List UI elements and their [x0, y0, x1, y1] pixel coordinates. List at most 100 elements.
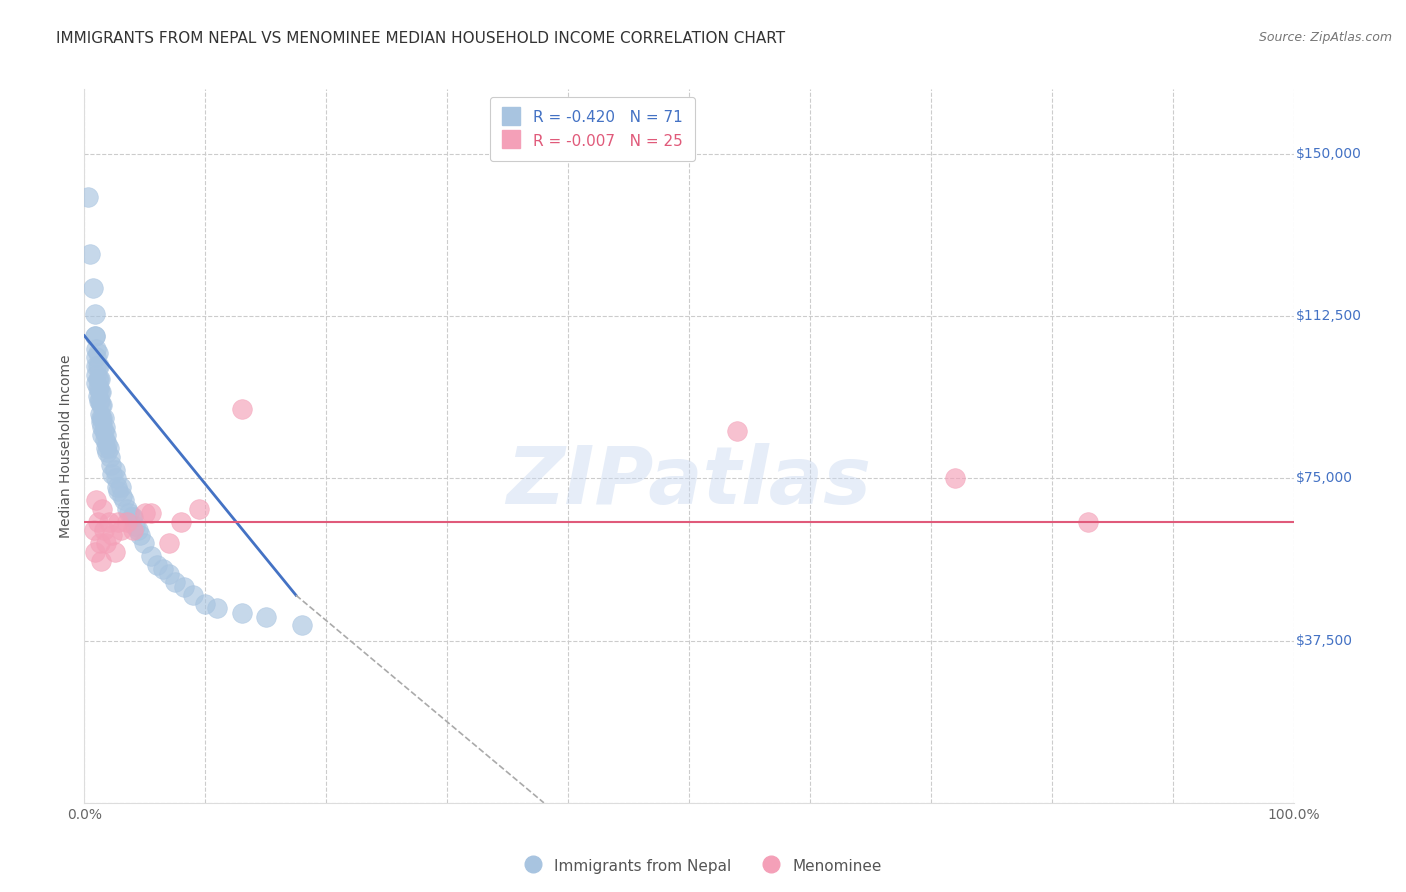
Point: [101, 467, 124, 482]
Point: [129, 527, 152, 541]
Point: [93, 524, 115, 538]
Point: [97, 515, 120, 529]
Point: [90, 398, 112, 412]
Point: [118, 506, 141, 520]
Point: [943, 471, 966, 485]
Point: [101, 527, 124, 541]
Point: [96, 437, 118, 451]
Point: [87, 381, 110, 395]
Point: [124, 519, 146, 533]
Point: [91, 428, 114, 442]
Point: [96, 445, 118, 459]
Text: $150,000: $150,000: [1296, 147, 1362, 161]
Point: [89, 384, 111, 399]
Point: [231, 402, 253, 417]
Point: [87, 372, 110, 386]
Point: [104, 463, 127, 477]
Point: [83, 524, 105, 538]
Point: [98, 450, 121, 464]
Point: [94, 433, 117, 447]
Point: [91, 410, 114, 425]
Point: [121, 510, 143, 524]
Legend: R = -0.420   N = 71, R = -0.007   N = 25: R = -0.420 N = 71, R = -0.007 N = 25: [489, 97, 695, 161]
Point: [231, 606, 253, 620]
Point: [207, 601, 229, 615]
Point: [181, 588, 204, 602]
Point: [93, 424, 115, 438]
Point: [90, 415, 112, 429]
Point: [86, 346, 108, 360]
Point: [86, 515, 108, 529]
Point: [93, 410, 115, 425]
Point: [89, 372, 111, 386]
Point: [91, 398, 114, 412]
Point: [91, 501, 114, 516]
Point: [110, 480, 132, 494]
Point: [100, 458, 122, 473]
Point: [157, 536, 180, 550]
Point: [194, 597, 217, 611]
Text: $37,500: $37,500: [1296, 633, 1353, 648]
Point: [82, 281, 104, 295]
Legend: Immigrants from Nepal, Menominee: Immigrants from Nepal, Menominee: [517, 852, 889, 880]
Text: IMMIGRANTS FROM NEPAL VS MENOMINEE MEDIAN HOUSEHOLD INCOME CORRELATION CHART: IMMIGRANTS FROM NEPAL VS MENOMINEE MEDIA…: [56, 31, 786, 46]
Point: [87, 359, 110, 373]
Text: Source: ZipAtlas.com: Source: ZipAtlas.com: [1258, 31, 1392, 45]
Point: [94, 428, 117, 442]
Text: ZIPatlas: ZIPatlas: [506, 442, 872, 521]
Point: [115, 501, 138, 516]
Point: [87, 393, 110, 408]
Text: $75,000: $75,000: [1296, 472, 1353, 485]
Point: [94, 441, 117, 455]
Point: [90, 384, 112, 399]
Point: [170, 515, 193, 529]
Point: [89, 536, 111, 550]
Point: [112, 493, 135, 508]
Point: [79, 246, 101, 260]
Point: [89, 393, 111, 408]
Point: [105, 480, 128, 494]
Point: [291, 618, 314, 632]
Point: [91, 419, 114, 434]
Point: [86, 372, 108, 386]
Point: [84, 545, 107, 559]
Point: [132, 536, 155, 550]
Point: [90, 553, 112, 567]
Point: [1077, 515, 1099, 529]
Point: [121, 524, 143, 538]
Text: $112,500: $112,500: [1296, 310, 1362, 323]
Point: [157, 566, 180, 581]
Point: [163, 575, 186, 590]
Point: [86, 376, 108, 391]
Point: [152, 562, 174, 576]
Point: [139, 506, 162, 520]
Point: [173, 580, 195, 594]
Point: [84, 328, 107, 343]
Point: [86, 359, 108, 373]
Point: [89, 407, 111, 421]
Point: [86, 368, 108, 382]
Point: [86, 342, 108, 356]
Point: [254, 610, 277, 624]
Point: [121, 510, 143, 524]
Point: [86, 359, 108, 373]
Point: [104, 471, 127, 485]
Point: [84, 328, 107, 343]
Point: [110, 524, 132, 538]
Point: [94, 536, 117, 550]
Point: [97, 441, 120, 455]
Point: [94, 419, 117, 434]
Point: [86, 351, 108, 365]
Point: [107, 484, 129, 499]
Point: [86, 381, 108, 395]
Point: [146, 558, 169, 572]
Point: [77, 190, 100, 204]
Point: [115, 515, 138, 529]
Point: [86, 493, 108, 508]
Point: [84, 307, 107, 321]
Point: [107, 515, 129, 529]
Point: [111, 489, 134, 503]
Point: [134, 506, 156, 520]
Point: [139, 549, 162, 564]
Point: [188, 501, 211, 516]
